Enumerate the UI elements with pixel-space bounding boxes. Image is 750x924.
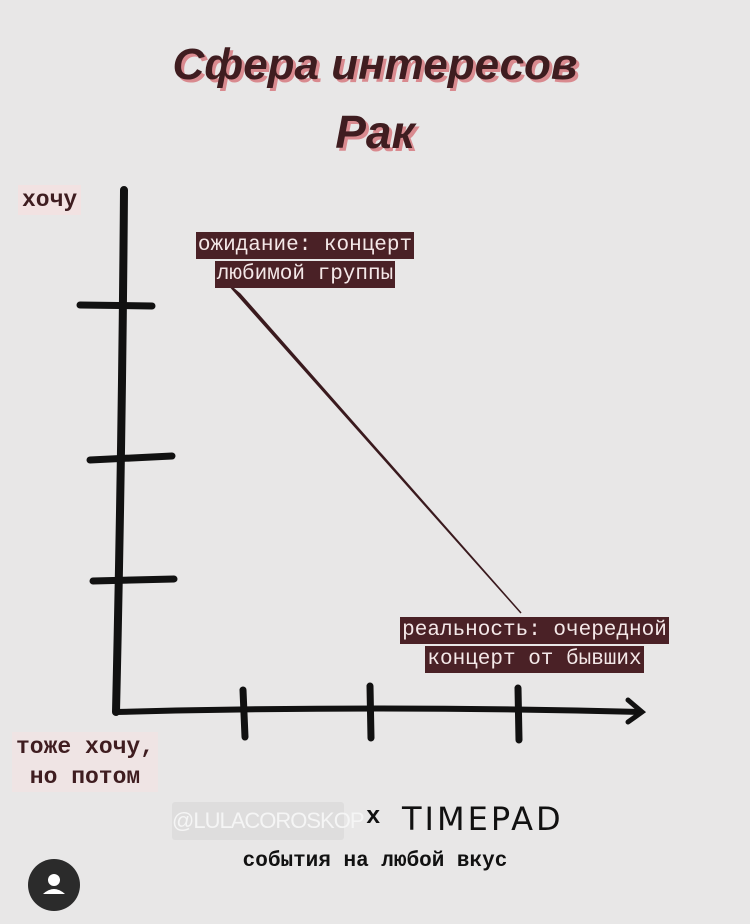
timepad-logo: TIMEPAD [402,800,564,838]
tagline: события на любой вкус [242,850,508,873]
x-axis [113,705,643,715]
person-icon [43,874,65,894]
title-line-2: Рак [335,106,415,158]
x-axis-arrow [625,697,647,725]
connector-line [227,283,522,614]
callout-line: любимой группы [214,261,396,288]
x-tick [366,682,375,742]
y-axis [112,186,128,716]
cross-symbol: x [366,804,381,831]
origin-label: тоже хочу, но потом [12,732,159,792]
reality-callout: реальность: очередной концерт от бывших [372,617,697,675]
origin-label-line-1: тоже хочу, [16,734,155,760]
callout-line: реальность: очередной [400,617,669,644]
callout-line: ожидание: концерт [195,232,415,259]
callout-line: концерт от бывших [425,646,644,673]
y-tick [89,575,178,585]
title-line-1: Сфера интересов [172,40,578,89]
origin-label-line-2: но потом [29,764,141,790]
y-tick [86,452,176,464]
expectation-callout: ожидание: концерт любимой группы [160,232,450,290]
author-handle-tag[interactable]: @LULACOROSKOP [172,802,365,840]
x-tick [239,686,249,741]
user-avatar-icon[interactable] [28,859,80,911]
y-axis-top-label: хочу [18,185,82,215]
y-tick [76,301,156,310]
x-tick [514,684,523,744]
